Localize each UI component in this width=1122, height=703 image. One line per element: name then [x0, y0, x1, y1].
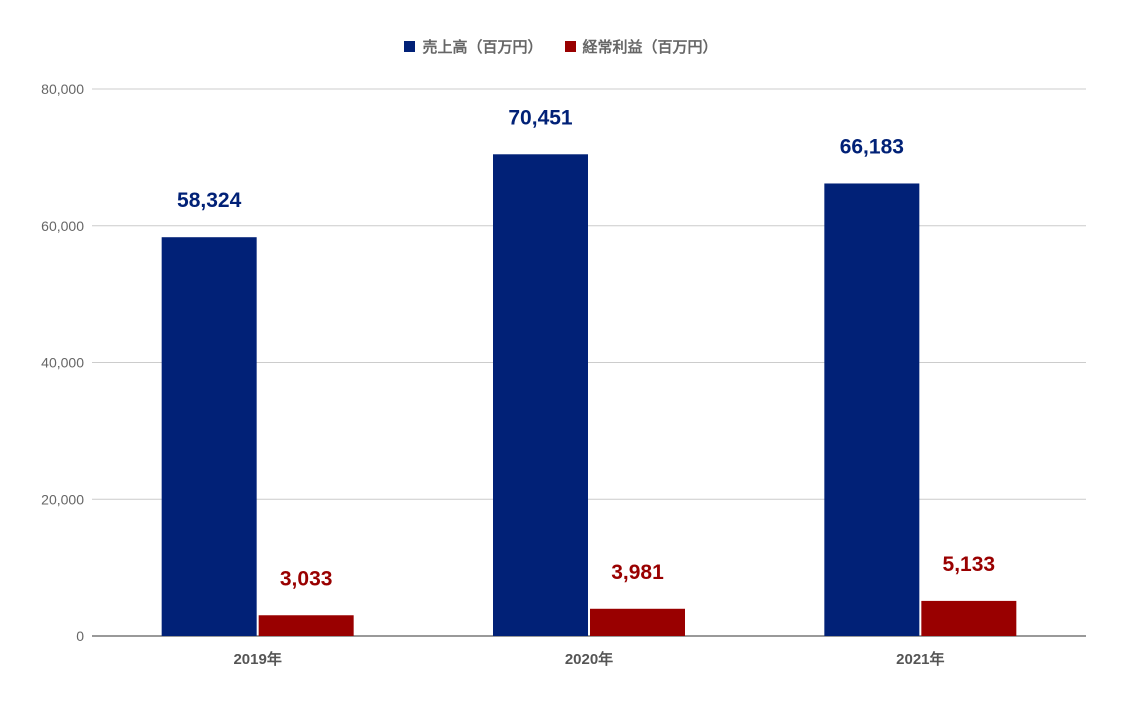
bar-sales[interactable]	[161, 237, 257, 636]
x-tick-label: 2020年	[565, 650, 613, 668]
y-axis: 0 20,000 40,000 60,000 80,000	[41, 81, 84, 644]
y-tick-label: 20,000	[41, 491, 84, 507]
data-labels: 58,324 3,033 70,451 3,981 66,183 5,133	[177, 106, 995, 590]
bar-ordinary-profit[interactable]	[921, 600, 1017, 636]
legend: 売上高（百万円） 経常利益（百万円）	[0, 35, 1122, 57]
bars	[161, 154, 1017, 636]
y-tick-label: 0	[76, 628, 84, 644]
legend-swatch-sales	[404, 40, 416, 52]
data-label-ordinary-profit: 3,033	[280, 567, 333, 590]
bar-sales[interactable]	[493, 154, 588, 636]
data-label-ordinary-profit: 3,981	[611, 561, 664, 584]
x-axis: 2019年 2020年 2021年	[233, 650, 944, 668]
gridlines	[92, 88, 1086, 637]
legend-item-sales[interactable]: 売上高（百万円）	[404, 36, 543, 57]
legend-label-sales: 売上高（百万円）	[422, 38, 543, 56]
bar-ordinary-profit[interactable]	[590, 608, 685, 636]
y-tick-label: 60,000	[41, 218, 84, 234]
legend-item-ordinary-profit[interactable]: 経常利益（百万円）	[564, 36, 718, 57]
x-tick-label: 2021年	[896, 650, 944, 668]
bar-ordinary-profit[interactable]	[258, 615, 354, 636]
legend-label-ordinary-profit: 経常利益（百万円）	[582, 38, 718, 56]
bar-sales[interactable]	[824, 183, 920, 636]
y-tick-label: 40,000	[41, 355, 84, 371]
y-tick-label: 80,000	[41, 81, 84, 97]
legend-swatch-ordinary-profit	[564, 40, 576, 52]
data-label-sales: 58,324	[177, 189, 242, 212]
x-tick-label: 2019年	[233, 650, 281, 668]
data-label-sales: 66,183	[840, 135, 904, 158]
data-label-sales: 70,451	[508, 106, 573, 129]
data-label-ordinary-profit: 5,133	[943, 553, 996, 576]
